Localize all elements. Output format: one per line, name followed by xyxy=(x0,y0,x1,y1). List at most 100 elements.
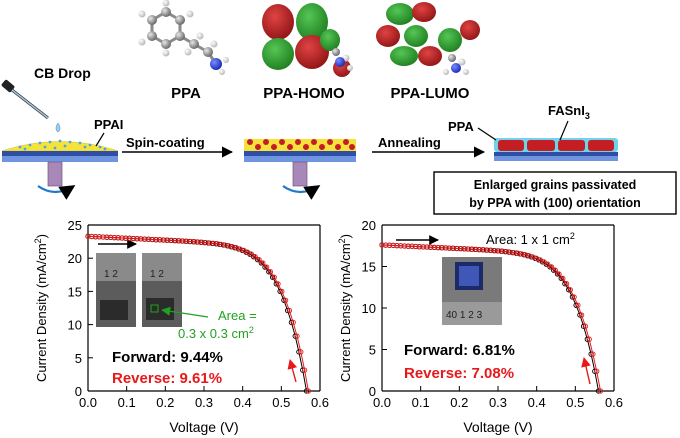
chart1-data-point xyxy=(303,388,310,394)
chart2-data-point xyxy=(595,388,602,394)
chart2-data-point xyxy=(447,245,453,251)
chart1-data-point xyxy=(191,239,198,245)
chart2-curves xyxy=(379,242,604,394)
chart2-data-point xyxy=(586,336,592,342)
chart1-data-point xyxy=(127,235,133,241)
chart1-data-point xyxy=(187,238,194,245)
chart2-data-point xyxy=(420,244,427,250)
chart1-data-point xyxy=(176,238,182,244)
chart2-data-point xyxy=(469,246,476,252)
chart2-ylabel: Current Density (mA/cm2) xyxy=(337,234,353,382)
chart1-reverse-legend: Reverse: 9.61% xyxy=(112,370,222,387)
fasni3-label: FASnI3 xyxy=(548,103,590,121)
chart1-data-point xyxy=(203,239,209,246)
chart1-data-point xyxy=(298,349,304,355)
chart1-x-tick-label: 0.0 xyxy=(79,395,97,410)
chart2-y-tick-label: 5 xyxy=(369,343,376,358)
chart2-data-point xyxy=(465,246,472,252)
chart1-data-point xyxy=(301,367,308,373)
chart1-y-tick-label: 20 xyxy=(68,251,82,266)
chart1-data-point xyxy=(89,233,95,240)
svg-text:1 2: 1 2 xyxy=(150,269,164,280)
summary-line-1: Enlarged grains passivated xyxy=(474,178,637,192)
chart2-data-point xyxy=(541,259,547,265)
chart1-data-point xyxy=(222,242,228,248)
chart1-data-point xyxy=(161,237,167,243)
chart2-x-tick-label: 0.2 xyxy=(450,395,468,410)
chart2-data-point xyxy=(563,281,570,287)
jv-chart-large-area: 0.0 0.1 0.2 0.3 0.4 0.5 0.6 0 5 10 15 20 40 1 2 3 A… xyxy=(337,218,623,435)
chart1-data-point xyxy=(104,234,110,240)
chart2-y-tick-label: 15 xyxy=(362,260,376,275)
chart2-data-point xyxy=(503,248,509,255)
ppa-molecule-label: PPA xyxy=(171,85,201,102)
chart1-data-point xyxy=(130,235,137,242)
chart2-data-point xyxy=(511,249,517,256)
device-photo-large: 40 1 2 3 xyxy=(442,257,502,325)
chart2-data-point xyxy=(552,267,558,273)
substrate-spin xyxy=(244,139,356,200)
spin-coating-label: Spin-coating xyxy=(126,135,205,150)
schematic-panel: CB Drop PPAI Spin-coating xyxy=(1,65,677,215)
chart1-data-point xyxy=(85,233,91,239)
ppa-film-label: PPA xyxy=(448,119,474,134)
chart1-data-point xyxy=(267,269,274,275)
chart1-data-point xyxy=(119,235,125,241)
chart1-data-point xyxy=(168,237,175,244)
chart1-reverse-arrow xyxy=(287,359,298,383)
chart2-data-point xyxy=(409,243,415,249)
chart2-data-point xyxy=(435,244,442,251)
chart2-data-point xyxy=(383,242,389,248)
chart2-data-point xyxy=(594,368,600,374)
chart2-data-point xyxy=(507,249,513,255)
chart2-data-point xyxy=(398,243,404,249)
chart1-data-point xyxy=(206,240,213,246)
chart1-x-tick-label: 0.3 xyxy=(195,395,213,410)
chart2-data-point xyxy=(443,245,449,251)
substrate-annealed xyxy=(494,138,618,161)
chart2-data-point xyxy=(454,245,460,252)
svg-text:1 2: 1 2 xyxy=(104,269,118,280)
chart1-y-tick-label: 10 xyxy=(68,318,82,333)
chart2-data-point xyxy=(514,250,521,256)
chart1-data-point xyxy=(111,234,118,241)
substrate-initial xyxy=(1,139,119,200)
chart1-data-point xyxy=(252,254,258,260)
chart2-x-tick-label: 0.5 xyxy=(566,395,584,410)
rotation-arrow-icon-2 xyxy=(282,185,321,200)
molecule-ppa-homo xyxy=(262,3,353,77)
chart1-x-tick-label: 0.4 xyxy=(234,395,252,410)
chart2-data-point xyxy=(428,244,434,250)
chart2-data-point xyxy=(499,248,506,254)
chart1-y-tick-label: 15 xyxy=(68,284,82,299)
chart2-data-point xyxy=(413,243,419,250)
chart2-data-point xyxy=(571,294,577,300)
chart1-data-point xyxy=(172,237,179,244)
chart2-data-point xyxy=(488,247,494,253)
chart1-forward-legend: Forward: 9.44% xyxy=(112,349,223,366)
chart1-y-tick-label: 25 xyxy=(68,218,82,233)
chart1-data-point xyxy=(256,256,262,263)
rotation-arrow-icon xyxy=(37,185,76,200)
chart2-data-point xyxy=(386,242,393,248)
chart2-data-point xyxy=(492,247,498,254)
chart2-data-point xyxy=(484,247,491,253)
chart1-data-point xyxy=(108,234,114,241)
chart1-data-point xyxy=(305,388,312,394)
chart2-x-tick-label: 0.6 xyxy=(605,395,623,410)
chart2-data-point xyxy=(473,246,479,253)
chart2-data-point xyxy=(432,244,438,251)
chart2-x-tick-label: 0.1 xyxy=(412,395,430,410)
chart1-data-point xyxy=(142,236,148,242)
chart2-data-point xyxy=(567,287,573,293)
chart1-data-point xyxy=(210,240,217,247)
chart1-y-tick-label: 0 xyxy=(75,384,82,399)
chart2-data-point xyxy=(597,388,604,394)
chart2-data-point xyxy=(417,244,423,250)
cb-drop-label: CB Drop xyxy=(34,65,91,81)
chart1-x-tick-label: 0.2 xyxy=(156,395,174,410)
chart2-data-point xyxy=(545,261,551,267)
chart1-data-point xyxy=(195,239,201,245)
ppa-homo-label: PPA-HOMO xyxy=(263,85,345,102)
chart1-x-tick-label: 0.5 xyxy=(272,395,290,410)
